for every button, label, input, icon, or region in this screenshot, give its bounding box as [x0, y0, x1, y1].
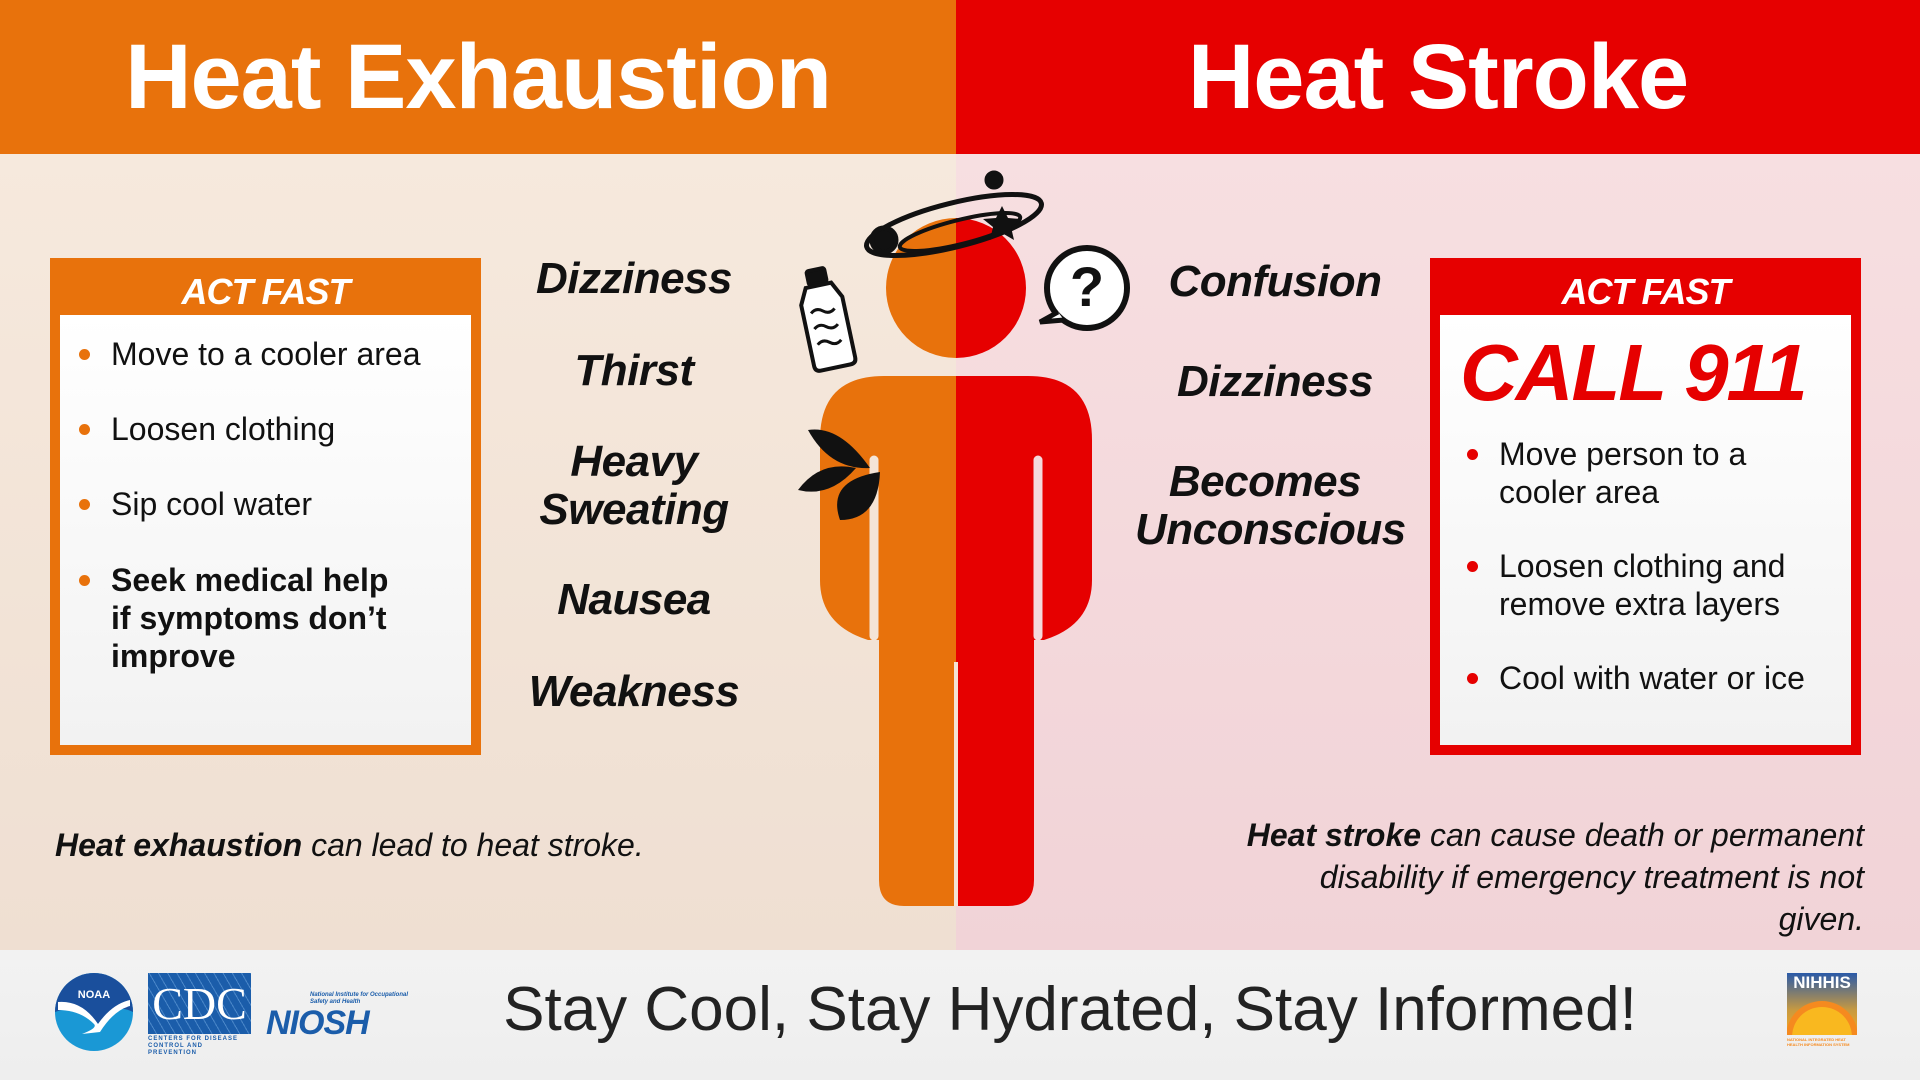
action-item: Seek medical help if symptoms don’t impr…	[79, 561, 401, 675]
exhaustion-act-fast-box: ACT FAST Move to a cooler area Loosen cl…	[50, 258, 481, 755]
act-fast-label: ACT FAST	[1561, 270, 1731, 312]
svg-text:NOAA: NOAA	[78, 989, 110, 1001]
note-rest: can lead to heat stroke.	[302, 827, 644, 863]
symptom: Becomes Unconscious	[1135, 457, 1406, 554]
dizzy-orbit-icon	[864, 170, 1044, 258]
action-item: Cool with water or ice	[1467, 660, 1805, 696]
symptom: Nausea	[557, 575, 711, 624]
symptom: Dizziness	[535, 254, 733, 303]
nihhis-subtitle: NATIONAL INTEGRATED HEAT HEALTH INFORMAT…	[1787, 1037, 1850, 1047]
act-fast-label: ACT FAST	[181, 270, 351, 312]
symptom: Confusion	[1168, 257, 1382, 306]
cdc-logo: CDC CENTERS FOR DISEASE CONTROL AND PREV…	[148, 973, 251, 1056]
noaa-logo: NOAA	[55, 973, 133, 1051]
symptom: Heavy Sweating	[539, 437, 729, 534]
note-bold: Heat stroke	[1246, 817, 1422, 853]
note-rest: can cause death or permanent disability …	[1319, 817, 1864, 937]
note-bold: Heat exhaustion	[55, 827, 303, 863]
symptom: Dizziness	[1176, 357, 1374, 406]
symptom: Thirst	[574, 346, 694, 395]
sweat-drops-icon	[798, 429, 880, 520]
nihhis-logo: NIHHIS NATIONAL INTEGRATED HEAT HEALTH I…	[1787, 973, 1857, 1047]
svg-text:?: ?	[1070, 255, 1104, 318]
niosh-wordmark: NIOSH	[266, 1004, 370, 1042]
nihhis-wordmark: NIHHIS	[1793, 973, 1851, 992]
stroke-act-fast-box: ACT FAST CALL 911 Move person to a coole…	[1430, 258, 1861, 755]
action-item: Move person to a cooler area	[1467, 435, 1759, 511]
heat-exhaustion-title: Heat Exhaustion	[0, 0, 956, 154]
call-911: CALL 911	[1460, 328, 1808, 417]
footer	[0, 950, 1920, 1080]
action-item: Sip cool water	[79, 486, 312, 522]
exhaustion-note: Heat exhaustion can lead to heat stroke.	[55, 824, 644, 866]
sun-icon	[1792, 1007, 1852, 1035]
cdc-wordmark: CDC	[148, 973, 251, 1034]
symptom: Weakness	[528, 667, 740, 716]
action-item: Loosen clothing and remove extra layers	[1467, 547, 1819, 623]
heat-stroke-title: Heat Stroke	[956, 0, 1920, 154]
cdc-subtitle: CENTERS FOR DISEASE CONTROL AND PREVENTI…	[148, 1036, 239, 1056]
action-item: Loosen clothing	[78, 411, 336, 447]
stroke-note: Heat stroke can cause death or permanent…	[1230, 814, 1864, 940]
niosh-subtitle: National Institute for Occupational Safe…	[310, 992, 409, 1005]
niosh-logo: National Institute for Occupational Safe…	[266, 992, 411, 1040]
question-bubble-icon: ?	[1038, 245, 1130, 331]
water-bottle-icon	[799, 266, 858, 373]
tagline: Stay Cool, Stay Hydrated, Stay Informed!	[503, 975, 1637, 1044]
action-item: Move to a cooler area	[79, 336, 421, 372]
